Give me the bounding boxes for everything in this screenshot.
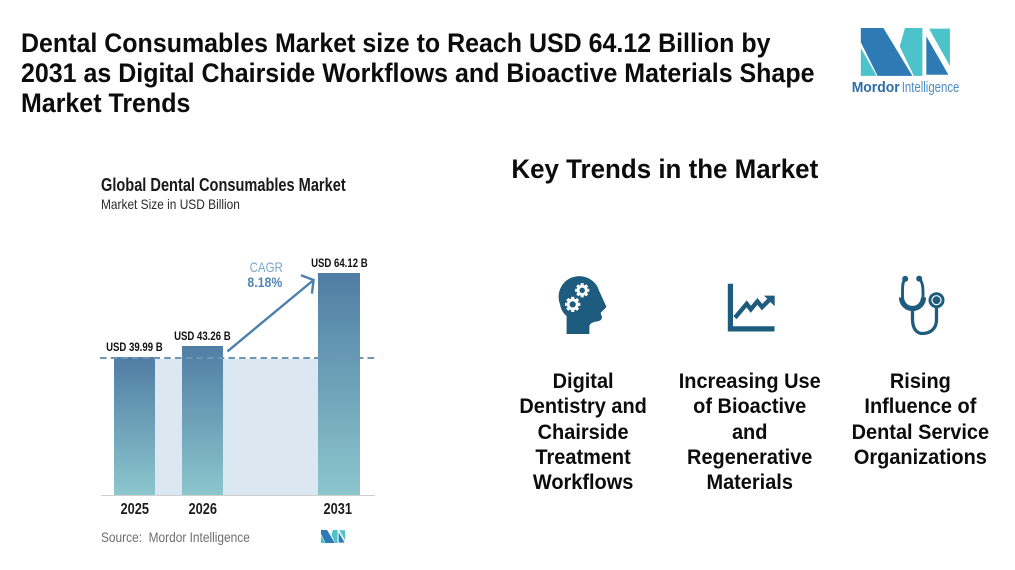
svg-text:Intelligence: Intelligence	[902, 79, 960, 96]
svg-text:Mordor: Mordor	[852, 79, 900, 96]
